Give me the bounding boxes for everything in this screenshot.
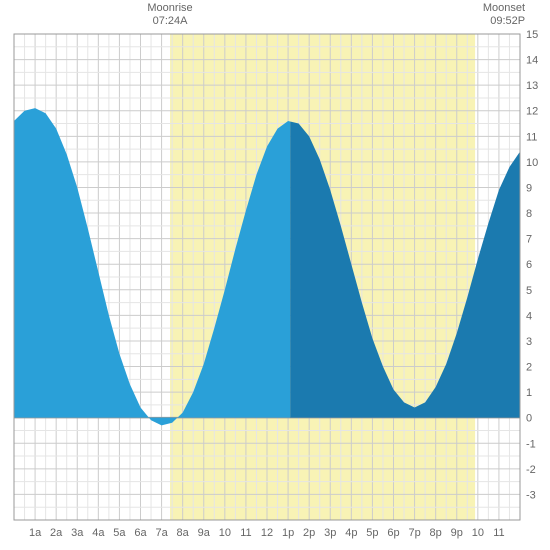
x-tick-label: 1p <box>282 527 294 539</box>
y-tick-label: 12 <box>526 106 538 118</box>
x-tick-label: 6p <box>387 527 399 539</box>
moonset-header: Moonset 09:52P <box>465 2 525 28</box>
x-tick-label: 4a <box>92 527 105 539</box>
moonset-time: 09:52P <box>490 15 525 27</box>
y-tick-label: 0 <box>526 413 532 425</box>
y-tick-label: 11 <box>526 131 537 143</box>
y-tick-label: 7 <box>526 234 532 246</box>
x-tick-label: 12 <box>261 527 273 539</box>
x-tick-label: 7p <box>408 527 420 539</box>
x-tick-label: 6a <box>134 527 147 539</box>
x-tick-label: 9p <box>451 527 463 539</box>
x-tick-label: 10 <box>219 527 231 539</box>
y-tick-label: -2 <box>526 464 536 476</box>
x-tick-label: 8p <box>430 527 442 539</box>
chart-svg: 1a2a3a4a5a6a7a8a9a1011121p2p3p4p5p6p7p8p… <box>0 0 550 550</box>
x-tick-label: 11 <box>493 527 504 539</box>
y-tick-label: 10 <box>526 157 538 169</box>
y-tick-label: 6 <box>526 259 532 271</box>
x-tick-label: 4p <box>345 527 357 539</box>
y-tick-label: 4 <box>526 310 532 322</box>
x-tick-label: 8a <box>177 527 190 539</box>
x-tick-label: 3p <box>324 527 336 539</box>
x-tick-label: 2p <box>303 527 315 539</box>
y-tick-label: 2 <box>526 362 532 374</box>
y-tick-label: -1 <box>526 438 536 450</box>
tide-chart: Moonrise 07:24A Moonset 09:52P 1a 2a 3a 4a 5… <box>0 0 550 550</box>
x-tick-label: 7a <box>155 527 168 539</box>
x-tick-label: 5p <box>366 527 378 539</box>
x-tick-label: 2a <box>50 527 63 539</box>
y-tick-label: 13 <box>526 80 538 92</box>
x-tick-label: 5a <box>113 527 126 539</box>
y-tick-label: 1 <box>526 387 532 399</box>
moonset-label: Moonset <box>483 2 525 14</box>
y-tick-label: 8 <box>526 208 532 220</box>
y-tick-label: 15 <box>526 29 538 41</box>
x-tick-label: 10 <box>472 527 484 539</box>
x-tick-label: 3a <box>71 527 84 539</box>
moonrise-time: 07:24A <box>153 15 188 27</box>
y-tick-label: 9 <box>526 182 532 194</box>
y-tick-label: 3 <box>526 336 532 348</box>
x-tick-label: 9a <box>198 527 211 539</box>
y-tick-label: 5 <box>526 285 532 297</box>
y-tick-label: 14 <box>526 55 538 67</box>
x-tick-label: 1a <box>29 527 42 539</box>
moonrise-label: Moonrise <box>147 2 192 14</box>
x-tick-label: 11 <box>240 527 251 539</box>
moonrise-header: Moonrise 07:24A <box>140 2 200 28</box>
y-tick-label: -3 <box>526 489 536 501</box>
